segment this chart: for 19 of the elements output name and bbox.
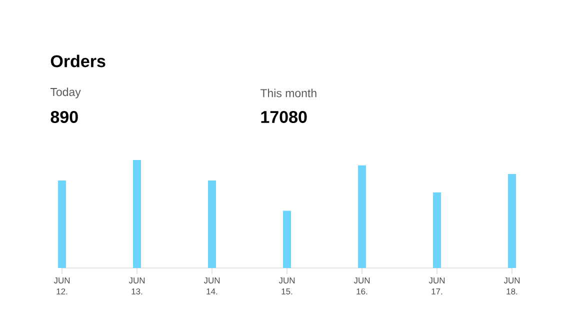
bar — [58, 180, 66, 268]
bar — [283, 210, 292, 268]
text: This month — [260, 88, 316, 98]
bar — [508, 174, 516, 268]
x-tick-label: JUN 14. — [204, 278, 220, 294]
x-tick-label: JUN 13. — [128, 278, 145, 294]
text: 890 — [50, 110, 78, 124]
bar — [133, 160, 142, 268]
x-tick-label: JUN 17. — [428, 278, 445, 294]
text: Today — [50, 88, 81, 98]
x-tick-label: JUN 16. — [354, 278, 370, 294]
bar — [432, 192, 441, 268]
text: 17080 — [261, 110, 307, 124]
x-tick-label: JUN 18. — [504, 278, 520, 294]
x-tick-label: JUN 15. — [278, 278, 295, 294]
chart-title: Orders — [50, 54, 106, 68]
bar — [208, 180, 216, 268]
x-tick-label: JUN 12. — [54, 278, 70, 294]
bar — [358, 165, 366, 268]
